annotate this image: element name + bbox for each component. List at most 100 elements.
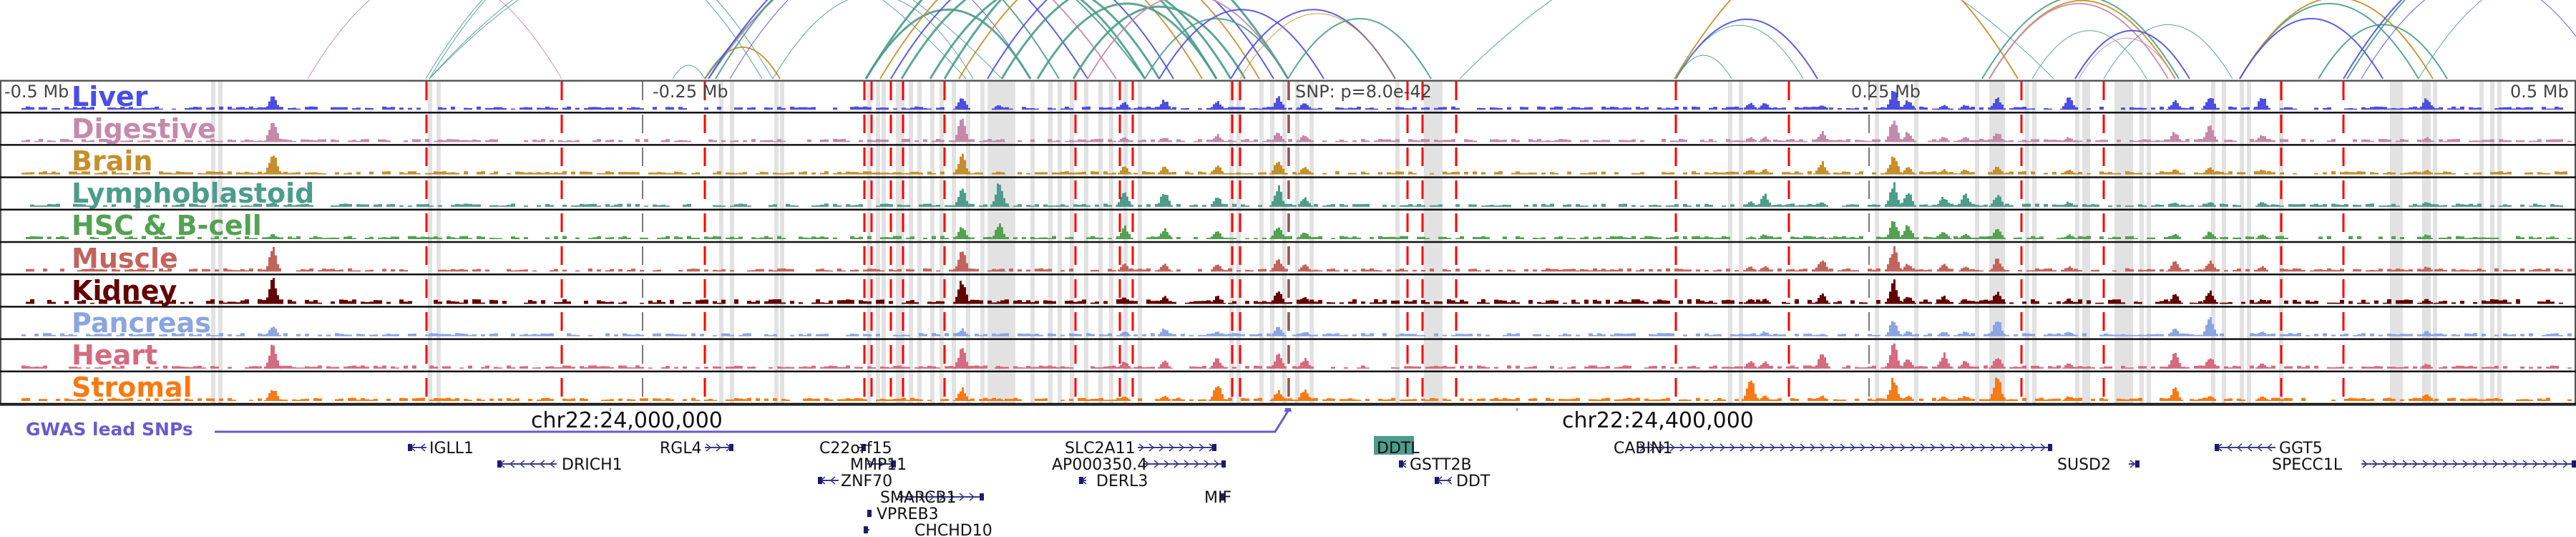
signal-peak-bar — [966, 235, 968, 239]
enhancer-highlight-column — [1739, 82, 1743, 405]
signal-peak-bar — [955, 362, 957, 369]
signal-peak-bar — [2264, 236, 2266, 239]
gene-susd2[interactable]: SUSD2 — [2057, 456, 2140, 474]
signal-peak-bar — [2181, 140, 2183, 142]
gene-smarcb1[interactable]: SMARCB1 — [880, 489, 984, 507]
signal-peak-bar — [1272, 235, 1274, 239]
gene-rgl4[interactable]: RGL4 — [660, 440, 733, 458]
gwas-lead-snp-marker[interactable] — [1285, 408, 1291, 411]
strand-arrow-icon — [909, 493, 915, 501]
gene-ddtl[interactable]: DDTL — [1374, 436, 1420, 458]
signal-peak-bar — [2203, 205, 2205, 207]
signal-peak-bar — [1122, 264, 1124, 272]
signal-peak-bar — [2268, 238, 2270, 239]
signal-peak-bar — [1903, 333, 1906, 337]
signal-peak-bar — [1969, 366, 1971, 369]
signal-peak-bar — [992, 236, 995, 239]
gene-drich1[interactable]: DRICH1 — [497, 456, 623, 474]
signal-peak-bar — [1309, 268, 1311, 272]
signal-peak-bar — [2264, 170, 2266, 175]
signal-peak-bar — [1912, 105, 1914, 110]
signal-peak-bar — [1120, 138, 1122, 142]
signal-peak-bar — [2433, 108, 2435, 110]
signal-peak-bar — [1280, 230, 1282, 239]
signal-peak-bar — [1269, 108, 1272, 110]
signal-peak-bar — [1215, 198, 1217, 207]
signal-peak-bar — [1748, 266, 1750, 272]
signal-peak-bar — [1885, 334, 1887, 337]
signal-tracks — [0, 80, 2576, 406]
signal-peak-bar — [1126, 363, 1128, 369]
chromatin-loop-arc — [2078, 38, 2176, 79]
gene-c22orf15[interactable]: C22orf15 — [819, 440, 892, 458]
signal-peak-bar — [1767, 105, 1769, 110]
gene-derl3[interactable]: DERL3 — [1079, 473, 1148, 490]
signal-peak-bar — [1162, 167, 1164, 175]
signal-peak-bar — [1278, 96, 1280, 110]
signal-peak-bar — [1221, 301, 1224, 304]
gene-gstt2b[interactable]: GSTT2B — [1399, 456, 1472, 474]
signal-peak-bar — [2004, 301, 2006, 304]
gene-mif[interactable]: MIF — [1204, 489, 1231, 507]
signal-peak-bar — [1887, 200, 1889, 207]
signal-peak-bar — [1217, 386, 1219, 401]
signal-peak-bar — [2172, 353, 2175, 369]
gene-ap000350-4[interactable]: AP000350.4 — [1052, 456, 1226, 474]
signal-peak-bar — [1164, 329, 1166, 337]
chromatin-loop-arcs — [0, 0, 2576, 82]
signal-peak-bar — [1748, 362, 1750, 369]
signal-peak-bar — [1771, 205, 1773, 207]
signal-peak-bar — [1160, 170, 1162, 175]
signal-peak-bar — [1280, 358, 1282, 369]
signal-peak-bar — [1120, 333, 1122, 337]
signal-track-muscle — [26, 246, 2572, 272]
gene-specc1l[interactable]: SPECC1L — [2272, 456, 2576, 474]
strand-arrow-icon — [1810, 443, 1816, 452]
gene-ddt[interactable]: DDT — [1435, 473, 1491, 490]
gene-igll1[interactable]: IGLL1 — [408, 440, 474, 458]
gene-chchd10[interactable]: CHCHD10 — [864, 522, 992, 537]
signal-peak-bar — [270, 344, 273, 369]
gene-mmp11[interactable]: MMP11 — [850, 456, 907, 474]
enhancer-highlight-column — [2240, 82, 2244, 405]
signal-peak-bar — [1302, 168, 1304, 175]
signal-peak-bar — [2062, 270, 2064, 272]
signal-peak-bar — [279, 138, 281, 142]
enhancer-highlight-column — [1431, 82, 1435, 405]
signal-peak-bar — [964, 101, 966, 110]
signal-peak-bar — [2424, 299, 2426, 304]
signal-peak-bar — [1901, 234, 1903, 239]
signal-peak-bar — [1908, 226, 1910, 239]
signal-peak-bar — [1891, 253, 1893, 272]
signal-peak-bar — [1284, 107, 1287, 110]
signal-peak-bar — [1967, 397, 1969, 401]
signal-peak-bar — [1158, 367, 1160, 369]
signal-peak-bar — [1005, 203, 1008, 207]
signal-peak-bar — [1118, 202, 1120, 207]
strand-arrow-icon — [1760, 443, 1766, 452]
signal-peak-bar — [1997, 291, 1999, 304]
gene-slc2a11[interactable]: SLC2A11 — [1065, 440, 1216, 458]
gene-vpreb3[interactable]: VPREB3 — [867, 505, 939, 523]
strand-arrow-icon — [1860, 443, 1866, 452]
signal-peak-bar — [1997, 358, 1999, 369]
enhancer-highlight-column — [436, 82, 441, 405]
gene-ggt5[interactable]: GGT5 — [2215, 440, 2323, 458]
signal-peak-bar — [1001, 367, 1003, 369]
signal-peak-bar — [1162, 100, 1164, 110]
signal-peak-bar — [1822, 160, 1824, 175]
chromatin-loop-arc — [2346, 0, 2406, 79]
chromatin-loop-arc — [1036, 2, 1218, 79]
signal-peak-bar — [1128, 200, 1131, 207]
signal-peak-bar — [1284, 335, 1287, 337]
signal-peak-bar — [1221, 106, 1224, 110]
signal-peak-bar — [1300, 234, 1302, 239]
gene-cabin1[interactable]: CABIN1 — [1614, 440, 2052, 458]
signal-peak-bar — [1898, 132, 1900, 142]
signal-peak-bar — [966, 105, 968, 110]
gene-znf70[interactable]: ZNF70 — [818, 473, 892, 490]
signal-peak-bar — [997, 366, 999, 369]
signal-peak-bar — [1758, 238, 1760, 239]
signal-peak-bar — [990, 238, 992, 239]
signal-peak-bar — [1128, 233, 1131, 239]
